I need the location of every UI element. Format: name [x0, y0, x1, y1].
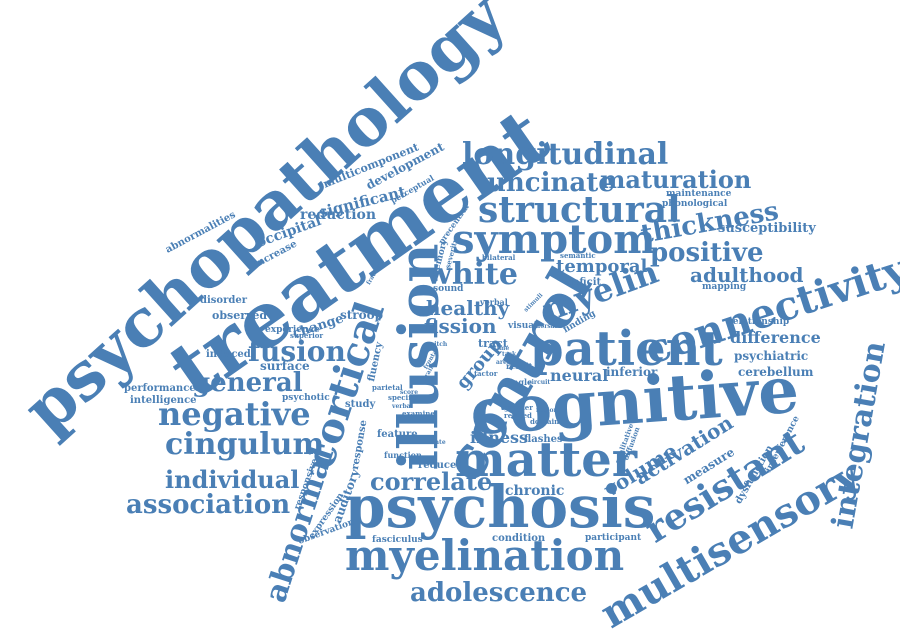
- cloud-word: specific: [388, 393, 418, 402]
- cloud-word: maintenance: [666, 189, 732, 199]
- cloud-word: induced: [206, 349, 251, 360]
- cloud-word: greater: [504, 403, 533, 412]
- cloud-word: fusion: [248, 335, 346, 368]
- cloud-word: sound: [433, 284, 464, 294]
- cloud-word: condition: [492, 533, 546, 544]
- cloud-word: semantic: [560, 251, 596, 260]
- cloud-word: factor: [474, 369, 498, 378]
- cloud-word: neural: [550, 366, 609, 385]
- cloud-word: reduced: [418, 460, 464, 471]
- cloud-word: score: [400, 389, 419, 396]
- cloud-word: psychiatric: [734, 349, 809, 363]
- cloud-word: matter: [455, 432, 638, 488]
- cloud-word: individual: [165, 465, 300, 494]
- cloud-word: reduction: [300, 207, 377, 223]
- cloud-word: observed: [212, 309, 268, 322]
- cloud-word: disorder: [200, 295, 247, 306]
- cloud-word: parietal: [372, 383, 403, 392]
- cloud-word: adolescence: [410, 578, 588, 608]
- cloud-word: inferior: [606, 365, 658, 379]
- cloud-word: surface: [260, 359, 310, 373]
- cloud-word: myelination: [345, 531, 625, 580]
- cloud-word: single: [505, 377, 533, 387]
- cloud-word: psychosis: [345, 473, 656, 541]
- cloud-word: cerebellum: [738, 365, 814, 379]
- cloud-word: flashes: [524, 434, 563, 445]
- cloud-word: maturation: [600, 165, 752, 194]
- cloud-word: pitch: [430, 341, 448, 348]
- cloud-word: fasciculus: [372, 535, 423, 545]
- cloud-word: chronic: [505, 483, 565, 499]
- cloud-word: dorsal: [536, 323, 557, 330]
- cloud-word: domain: [530, 417, 560, 426]
- cloud-word: examine: [402, 409, 435, 418]
- cloud-word: intelligence: [130, 395, 197, 406]
- cloud-word: negative: [158, 395, 311, 433]
- cloud-word: experience: [265, 325, 320, 335]
- cloud-word: study: [345, 399, 376, 410]
- cloud-word: result: [506, 361, 533, 371]
- cloud-word: white: [426, 257, 518, 292]
- cloud-word: correlate: [370, 467, 493, 496]
- cloud-word: symptom: [452, 216, 656, 263]
- cloud-word: illness: [470, 428, 529, 447]
- cloud-word: participant: [585, 533, 642, 543]
- cloud-word: time: [494, 345, 510, 352]
- cloud-word: association: [126, 490, 291, 520]
- cloud-word: mapping: [702, 282, 747, 292]
- cloud-word: relationship: [728, 317, 790, 327]
- cloud-word: function: [384, 450, 422, 460]
- cloud-word: difference: [730, 328, 821, 347]
- cloud-word: visual: [508, 321, 538, 331]
- cloud-word: tract: [478, 337, 508, 350]
- cloud-word: patient: [530, 321, 723, 377]
- cloud-word: task: [502, 351, 517, 358]
- cloud-word: circuit: [528, 379, 551, 386]
- cloud-word: longitudinal: [462, 137, 669, 172]
- cloud-word: general: [192, 368, 303, 398]
- cloud-word: performance: [124, 383, 196, 394]
- cloud-word: integration: [825, 338, 893, 532]
- cloud-word: superior: [290, 331, 324, 340]
- cloud-word: structural: [478, 189, 681, 231]
- cloud-word: susceptibility: [718, 221, 816, 236]
- cloud-word: healthy: [426, 296, 510, 320]
- cloud-word: verbal: [392, 403, 413, 410]
- cloud-word: verbal: [480, 297, 508, 307]
- cloud-word: phonological: [662, 199, 728, 209]
- cloud-word: feature: [377, 429, 418, 440]
- cloud-word: temporal: [556, 256, 648, 277]
- cloud-word: fission: [424, 314, 497, 338]
- cloud-word: positive: [650, 238, 764, 268]
- cloud-word: rate: [432, 439, 446, 446]
- cloud-word: area: [496, 359, 511, 366]
- cloud-word: adulthood: [690, 263, 804, 287]
- cloud-word: cingulum: [165, 427, 325, 462]
- cloud-word: related: [504, 411, 532, 420]
- cloud-word: uncinate: [487, 168, 615, 198]
- cloud-word: region: [536, 407, 558, 414]
- cloud-word: deficit: [566, 277, 602, 288]
- cloud-word: stroop: [340, 308, 384, 322]
- cloud-word: psychotic: [282, 393, 330, 403]
- cloud-word: bilateral: [482, 253, 516, 262]
